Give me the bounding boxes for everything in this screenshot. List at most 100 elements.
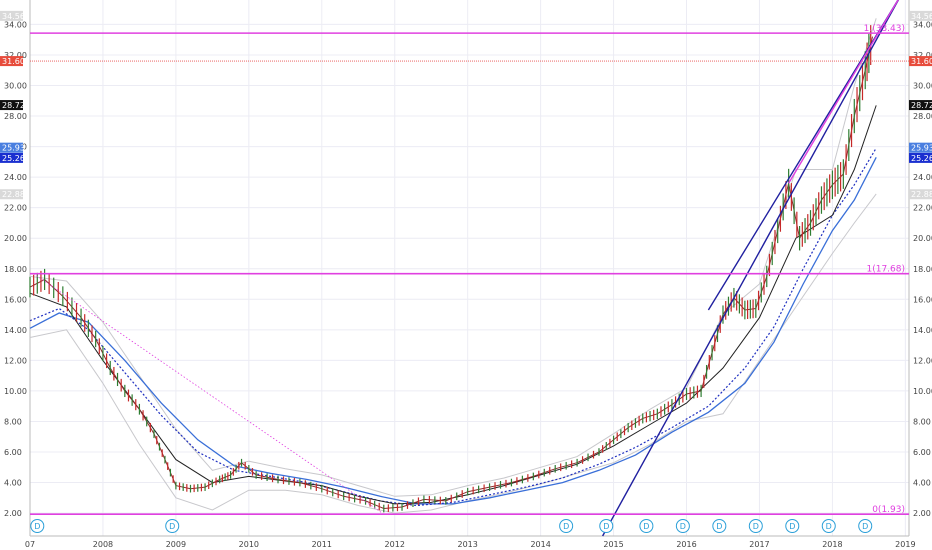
price-badge-left (0, 189, 23, 200)
y-tick-label-left: 12.00 (4, 356, 27, 365)
dividend-marker[interactable] (30, 519, 45, 533)
dividend-marker[interactable] (858, 519, 873, 533)
x-tick-label: 2013 (457, 540, 477, 549)
y-tick-label-left: 16.00 (4, 295, 27, 304)
price-badge-right (909, 189, 932, 200)
dividend-marker[interactable] (748, 519, 763, 533)
y-tick-label-left: 10.00 (4, 387, 27, 396)
chart-grid (29, 0, 910, 537)
x-tick-label: 07 (25, 540, 35, 549)
dividend-marker-label: D (169, 522, 175, 531)
y-tick-label-right: 22.00 (913, 204, 932, 213)
price-badge-right (909, 56, 932, 67)
fib-level-label: 1(17.68) (866, 265, 905, 275)
price-badge-left (0, 142, 23, 153)
y-tick-label-right: 4.00 (913, 479, 931, 488)
price-badge-label-right: 25.26 (911, 154, 932, 163)
price-badge-label-right: 25.93 (911, 144, 932, 153)
y-tick-label-right: 30.00 (913, 82, 932, 91)
x-tick-label: 2019 (895, 540, 915, 549)
dividend-marker[interactable] (639, 519, 654, 533)
price-badge-left (0, 100, 23, 111)
moving-averages (29, 105, 877, 507)
y-tick-label-left: 20.00 (4, 234, 27, 243)
price-badge-label-left: 25.93 (2, 144, 25, 153)
x-tick-label: 2017 (749, 540, 769, 549)
ma-dotted-line (29, 147, 877, 507)
x-tick-label: 2011 (312, 540, 332, 549)
dividend-marker[interactable] (712, 519, 727, 533)
price-badge-label-left: 28.72 (2, 101, 25, 110)
dividend-marker[interactable] (599, 519, 614, 533)
x-tick-label: 2014 (530, 540, 550, 549)
x-tick-label: 2010 (239, 540, 259, 549)
y-axis-right: 2.00 4.00 6.00 8.00 10.00 12.00 14.00 16.00 18.0… (909, 10, 932, 518)
y-tick-label-left: 22.00 (4, 204, 27, 213)
dividend-marker[interactable] (165, 519, 180, 533)
dividend-marker-label: D (862, 522, 868, 531)
x-tick-label: 2008 (93, 540, 113, 549)
x-tick-label: 2016 (676, 540, 696, 549)
y-tick-label-right: 2.00 (913, 509, 931, 518)
y-tick-label-right: 16.00 (913, 295, 932, 304)
y-tick-label-left: 28.00 (4, 112, 27, 121)
x-tick-label: 2018 (822, 540, 842, 549)
price-badge-label-left: 22.88 (2, 190, 25, 199)
y-tick-label-left: 6.00 (4, 448, 22, 457)
price-badge-label-right: 28.72 (911, 101, 932, 110)
price-badge-left (0, 152, 23, 163)
fibonacci-levels: 1.(33.43) 1(17.68) 0(1.93) (30, 24, 909, 515)
y-tick-label-left: 8.00 (4, 417, 22, 426)
price-badge-label-right: 22.88 (911, 190, 932, 199)
price-badge-right (909, 100, 932, 111)
y-tick-label-right: 20.00 (913, 234, 932, 243)
price-badge-label-left: 31.60 (2, 57, 25, 66)
price-badge-label-right: 34.56 (911, 12, 932, 21)
trendline (33, 273, 385, 515)
price-badge-right (909, 152, 932, 163)
y-tick-label-left: 32.00 (4, 51, 27, 60)
y-tick-label-right: 32.00 (913, 51, 932, 60)
x-tick-label: 2012 (385, 540, 405, 549)
price-badge-left (0, 56, 23, 67)
y-tick-label-right: 10.00 (913, 387, 932, 396)
dividend-marker[interactable] (821, 519, 836, 533)
band-lower-line (29, 193, 877, 514)
price-badge-right (909, 142, 932, 153)
y-tick-label-right: 6.00 (913, 448, 931, 457)
y-tick-label-left: 34.00 (4, 20, 27, 29)
price-badge-label-left: 34.56 (2, 12, 25, 21)
price-badge-left (0, 10, 23, 21)
y-tick-label-right: 12.00 (913, 356, 932, 365)
fib-level-label: 1.(33.43) (864, 24, 905, 34)
dividend-marker[interactable] (559, 519, 574, 533)
dividend-marker-label: D (563, 522, 569, 531)
dividend-marker-label: D (34, 522, 40, 531)
y-tick-label-left: 18.00 (4, 265, 27, 274)
dividend-marker[interactable] (675, 519, 690, 533)
price-badge-right (909, 10, 932, 21)
fib-level-label: 0(1.93) (872, 505, 905, 515)
y-axis-left: 2.00 4.00 6.00 8.00 10.00 12.00 14.00 16.00 18.0… (0, 10, 27, 518)
y-tick-label-right: 18.00 (913, 265, 932, 274)
y-tick-label-left: 30.00 (4, 82, 27, 91)
dividend-marker-label: D (716, 522, 722, 531)
dividend-marker-label: D (826, 522, 832, 531)
dividend-marker-label: D (789, 522, 795, 531)
dividend-marker-label: D (603, 522, 609, 531)
y-tick-label-left: 2.00 (4, 509, 22, 518)
price-badge-label-left: 25.26 (2, 154, 25, 163)
x-tick-label: 2015 (603, 540, 623, 549)
drawn-trendlines (30, 0, 909, 537)
y-tick-label-right: 24.00 (913, 173, 932, 182)
trendline (602, 0, 900, 537)
y-tick-label-left: 4.00 (4, 479, 22, 488)
band-upper-line (29, 18, 877, 497)
dividend-marker[interactable] (785, 519, 800, 533)
y-tick-label-right: 8.00 (913, 417, 931, 426)
y-tick-label-left: 14.00 (4, 326, 27, 335)
ma-blue-line (29, 157, 877, 505)
dividend-marker-label: D (680, 522, 686, 531)
